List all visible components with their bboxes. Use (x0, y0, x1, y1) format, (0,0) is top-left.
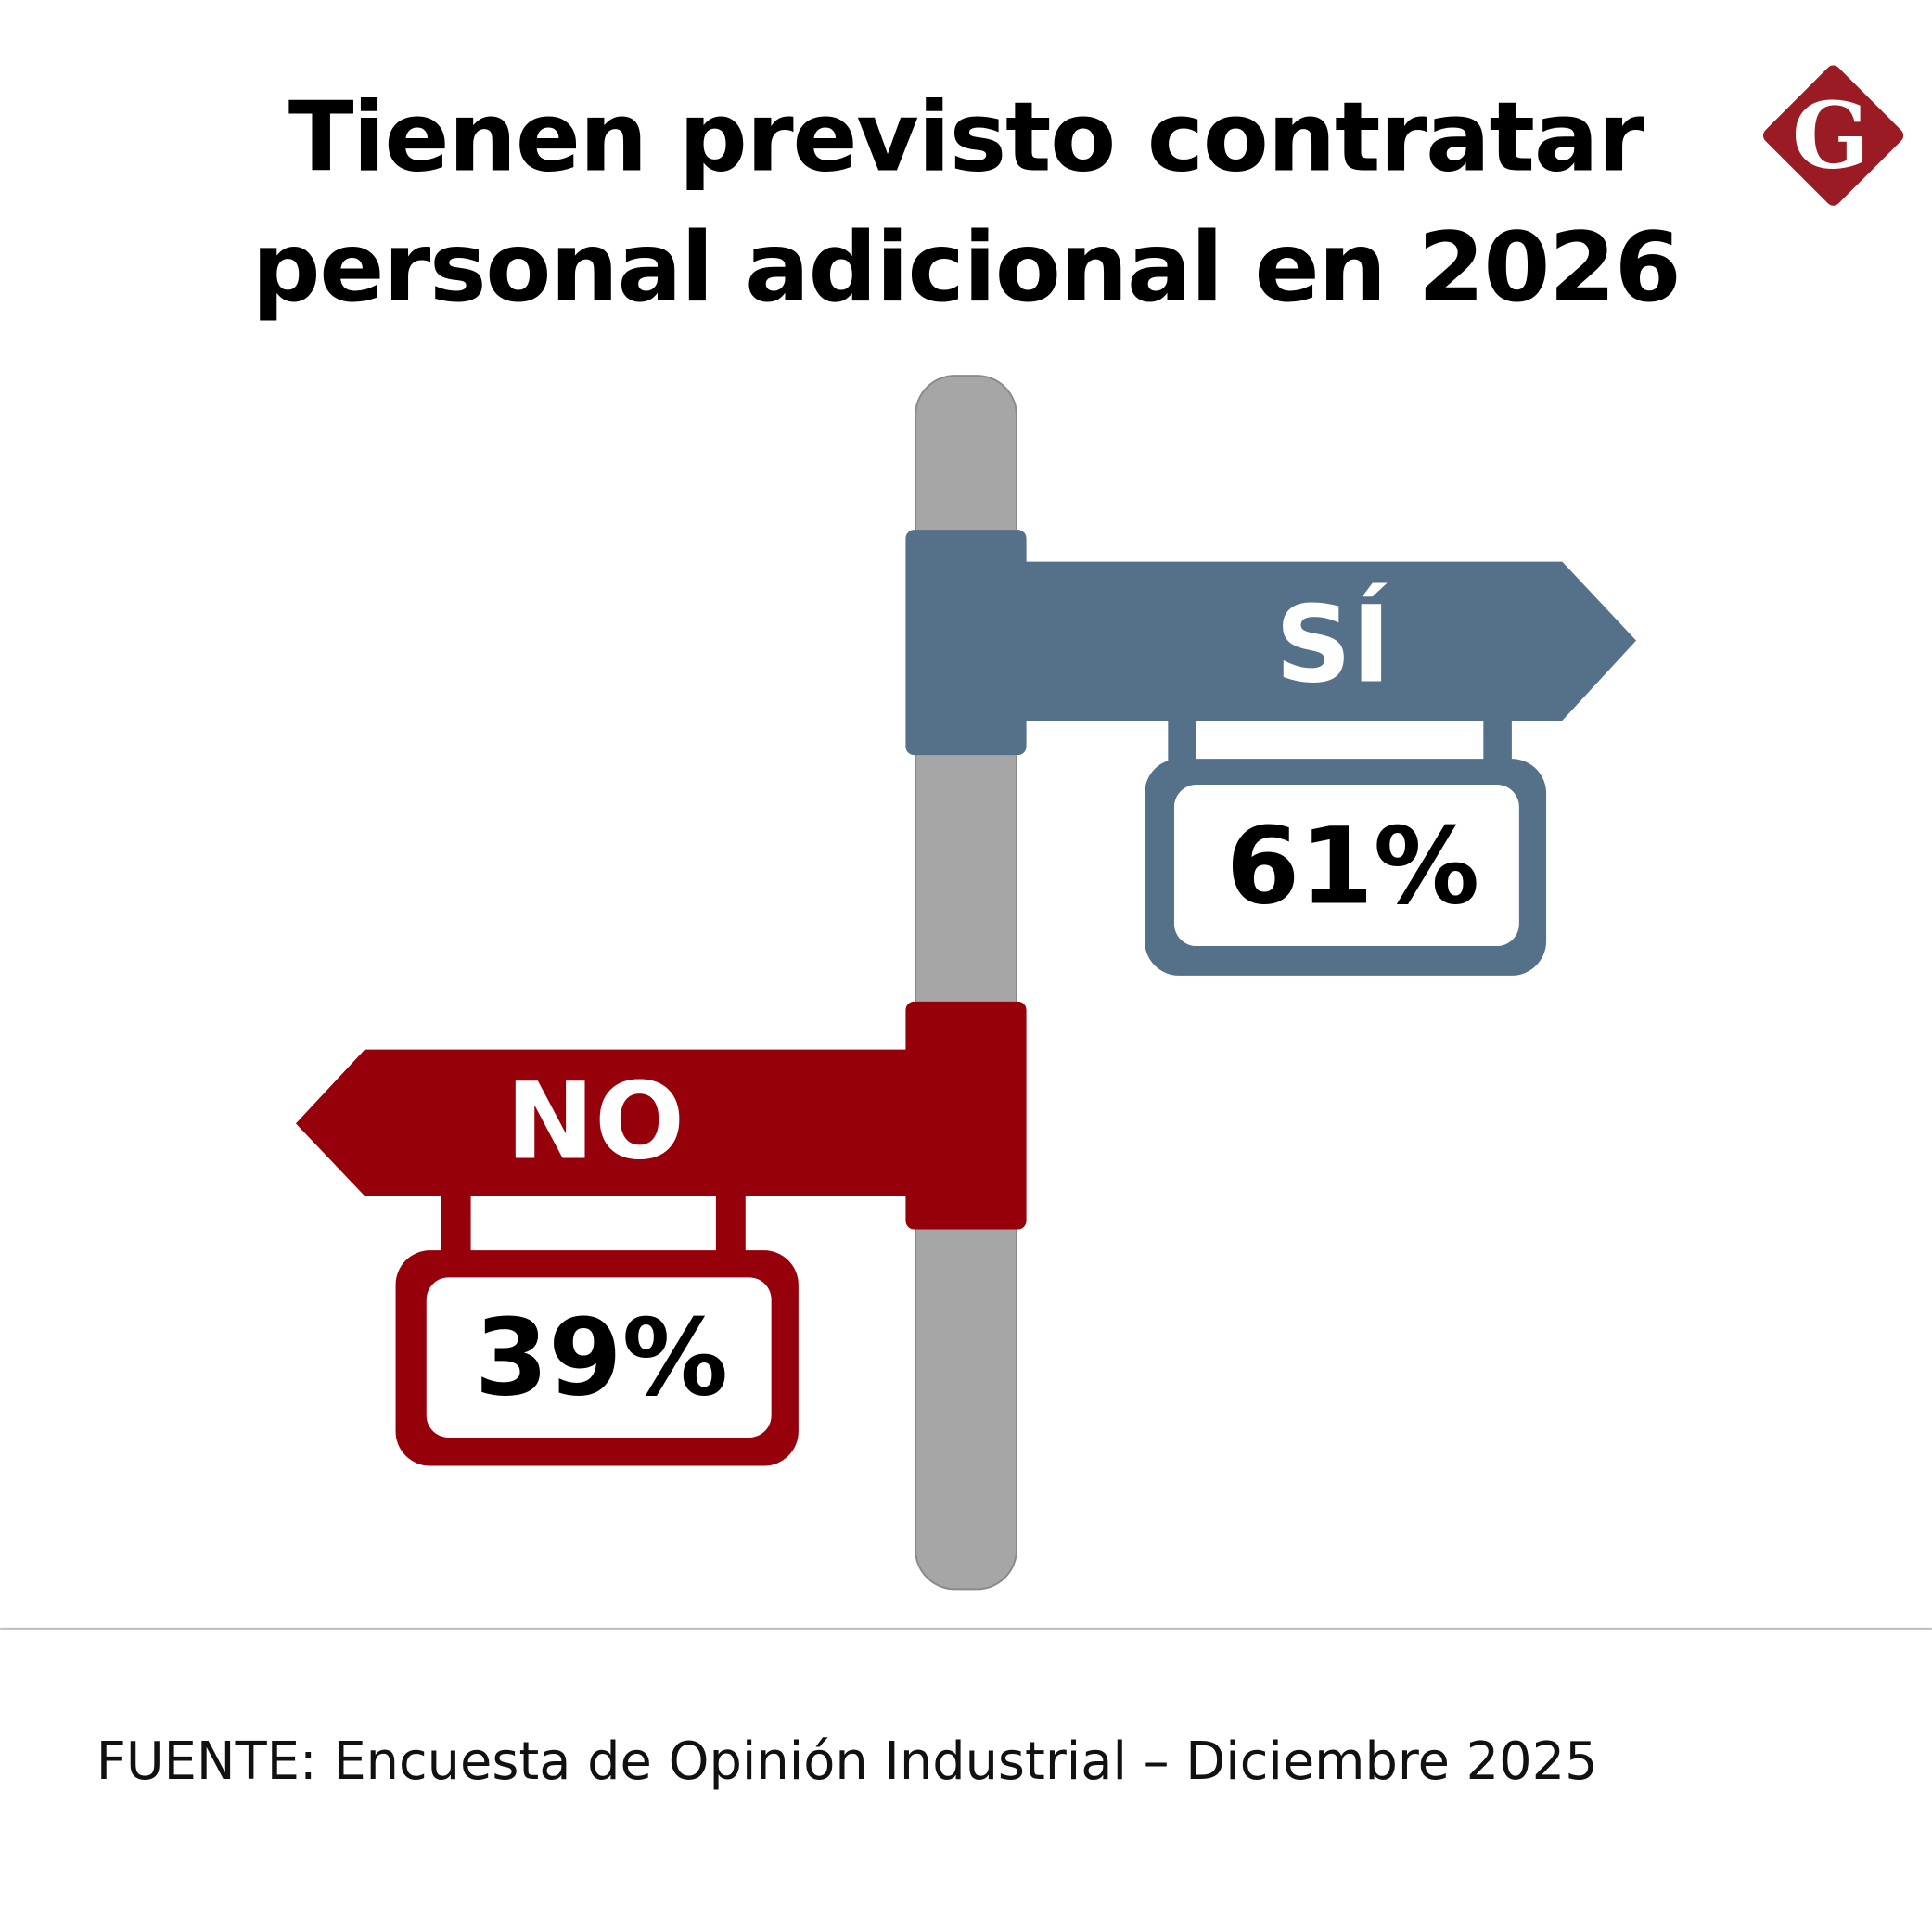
value-label-no: 39% (475, 1297, 728, 1420)
hanger (1483, 720, 1512, 765)
value-label-si: 61% (1226, 805, 1479, 928)
bar-si (1016, 561, 1637, 721)
sign-si: SÍ 61% (905, 530, 1637, 976)
title-line-1: Tienen previsto contratar (288, 82, 1644, 193)
label-no: NO (505, 1060, 685, 1183)
hanger (441, 1196, 471, 1256)
hanger (1168, 720, 1196, 765)
bracket-no (905, 1001, 1027, 1230)
bracket-si (905, 530, 1027, 756)
hanger (715, 1196, 746, 1256)
value-box-inner (426, 1277, 772, 1438)
logo-letter: G (1792, 83, 1870, 190)
logo-diamond (1762, 65, 1904, 206)
source-note: FUENTE: Encuesta de Opinión Industrial –… (96, 1732, 1598, 1792)
sign-no: NO 39% (295, 1001, 1027, 1466)
label-si: SÍ (1275, 582, 1391, 706)
value-box-inner (1173, 785, 1519, 947)
title-line-2: personal adicional en 2026 (251, 212, 1680, 324)
bar-no (295, 1049, 916, 1196)
logo: G (1762, 65, 1904, 206)
